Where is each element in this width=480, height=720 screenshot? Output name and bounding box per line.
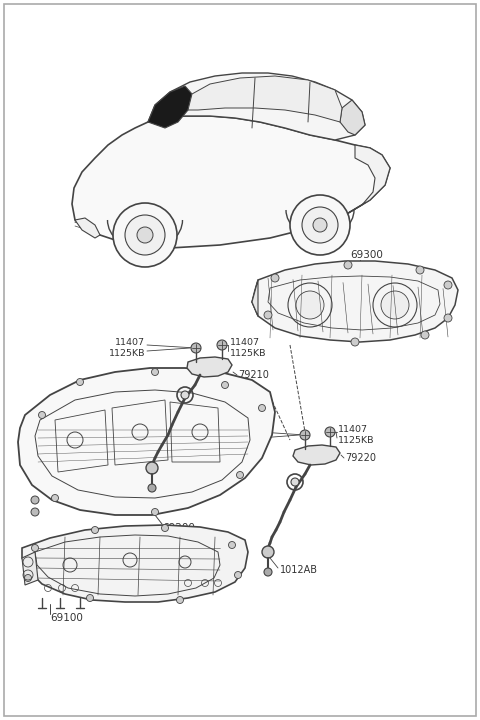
Circle shape	[264, 311, 272, 319]
Circle shape	[344, 261, 352, 269]
Text: 69300: 69300	[350, 250, 383, 260]
Text: 11407
1125KB: 11407 1125KB	[221, 426, 258, 445]
Circle shape	[262, 546, 274, 558]
Circle shape	[259, 405, 265, 412]
Circle shape	[421, 331, 429, 339]
Circle shape	[381, 291, 409, 319]
Circle shape	[152, 369, 158, 376]
Polygon shape	[148, 73, 365, 140]
Circle shape	[86, 595, 94, 601]
Circle shape	[92, 526, 98, 534]
Text: 11407
1125KB: 11407 1125KB	[230, 338, 266, 358]
Text: 1012AB: 1012AB	[280, 565, 318, 575]
Circle shape	[221, 382, 228, 389]
Circle shape	[148, 484, 156, 492]
Circle shape	[264, 568, 272, 576]
Circle shape	[191, 343, 201, 353]
Circle shape	[444, 281, 452, 289]
Polygon shape	[252, 261, 458, 342]
Circle shape	[177, 596, 183, 603]
Circle shape	[444, 314, 452, 322]
Polygon shape	[148, 86, 192, 128]
Circle shape	[302, 207, 338, 243]
Circle shape	[51, 495, 59, 502]
Circle shape	[228, 541, 236, 549]
Polygon shape	[18, 368, 275, 515]
Circle shape	[76, 379, 84, 385]
Circle shape	[181, 391, 189, 399]
Polygon shape	[22, 525, 248, 602]
Circle shape	[146, 462, 158, 474]
Circle shape	[31, 508, 39, 516]
Circle shape	[313, 218, 327, 232]
Polygon shape	[72, 116, 390, 248]
FancyBboxPatch shape	[4, 4, 476, 716]
Polygon shape	[345, 145, 390, 215]
Text: 69100: 69100	[50, 613, 83, 623]
Circle shape	[38, 412, 46, 418]
Text: 1012AB: 1012AB	[170, 477, 208, 487]
Circle shape	[351, 338, 359, 346]
Polygon shape	[252, 280, 258, 316]
Circle shape	[217, 340, 227, 350]
Circle shape	[161, 524, 168, 531]
Polygon shape	[188, 76, 342, 122]
Circle shape	[237, 472, 243, 479]
Text: 79210: 79210	[238, 370, 269, 380]
Circle shape	[300, 430, 310, 440]
Circle shape	[290, 195, 350, 255]
Circle shape	[113, 203, 177, 267]
Circle shape	[137, 227, 153, 243]
Text: 79220: 79220	[345, 453, 376, 463]
Circle shape	[24, 575, 32, 582]
Text: 11407
1125KB: 11407 1125KB	[108, 338, 145, 358]
Circle shape	[296, 291, 324, 319]
Circle shape	[31, 496, 39, 504]
Polygon shape	[75, 218, 100, 238]
Circle shape	[416, 266, 424, 274]
Polygon shape	[340, 100, 365, 135]
Polygon shape	[22, 552, 38, 585]
Text: 69200: 69200	[162, 523, 195, 533]
Circle shape	[291, 478, 299, 486]
Circle shape	[152, 508, 158, 516]
Circle shape	[125, 215, 165, 255]
Circle shape	[235, 572, 241, 578]
Polygon shape	[187, 357, 232, 377]
Text: 11407
1125KB: 11407 1125KB	[338, 426, 374, 445]
Circle shape	[32, 544, 38, 552]
Circle shape	[325, 427, 335, 437]
Circle shape	[271, 274, 279, 282]
Polygon shape	[293, 445, 340, 465]
